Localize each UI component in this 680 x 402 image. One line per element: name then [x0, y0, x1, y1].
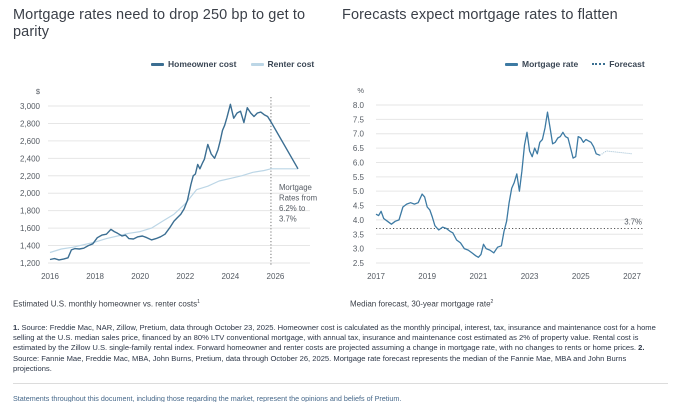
footnote-text: Source: Freddie Mac, NAR, Zillow, Pretiu…: [13, 323, 656, 353]
right-chart: % 2.5 3.0 3.5 4.0 4.5 5.0 5.5 6.0 6.5 7.0 7.5 8.0 201…: [353, 86, 643, 281]
forecast-swatch: [592, 62, 606, 66]
left-chart-title: Mortgage rates need to drop 250 bp to ge…: [13, 7, 306, 40]
y-tick-label: 2,800: [20, 119, 41, 128]
y-tick-label: 3.0: [353, 245, 365, 254]
annotation-text: Mortgage: [279, 183, 312, 192]
x-tick-label: 2020: [131, 272, 149, 281]
x-tick-label: 2016: [41, 272, 59, 281]
x-tick-label: 2019: [418, 272, 436, 281]
legend-item-homeowner: Homeowner cost: [151, 59, 237, 69]
left-chart-legend: Homeowner cost Renter cost: [151, 59, 314, 69]
right-chart-title: Forecasts expect mortgage rates to flatt…: [342, 7, 618, 23]
y-tick-label: 1,800: [20, 207, 41, 216]
legend-label: Mortgage rate: [522, 59, 579, 69]
x-tick-label: 2027: [623, 272, 641, 281]
legend-label: Homeowner cost: [168, 59, 237, 69]
y-tick-label: 6.5: [353, 144, 365, 153]
y-tick-label: 2,600: [20, 137, 41, 146]
x-tick-label: 2022: [176, 272, 194, 281]
reference-line-label: 3.7%: [624, 218, 642, 227]
legend-item-forecast: Forecast: [592, 59, 645, 69]
footnote-number: 2.: [638, 343, 645, 353]
left-chart-caption: Estimated U.S. monthly homeowner vs. ren…: [13, 299, 200, 309]
left-chart: $1,200 1,400 1,600 1,800 2,000 2,200 2,400 2,60…: [20, 87, 317, 281]
footnote-text: Source: Fannie Mae, Freddie Mac, MBA, Jo…: [13, 353, 627, 373]
right-chart-caption: Median forecast, 30-year mortgage rate2: [350, 299, 493, 309]
y-tick-label: 3,000: [20, 102, 41, 111]
y-tick-label: 5.0: [353, 187, 365, 196]
x-tick-label: 2021: [470, 272, 488, 281]
series-line-homeowner-cost: [49, 103, 299, 261]
x-tick-label: 2018: [86, 272, 104, 281]
x-tick-label: 2024: [221, 272, 239, 281]
y-tick-label: 3.5: [353, 230, 365, 239]
x-tick-label: 2017: [367, 272, 385, 281]
y-tick-label: 4.0: [353, 216, 365, 225]
legend-label: Forecast: [609, 59, 645, 69]
homeowner-swatch: [151, 62, 164, 66]
series-line-renter-cost: [49, 168, 298, 254]
legend-item-renter: Renter cost: [250, 59, 315, 69]
x-tick-label: 2026: [267, 272, 285, 281]
legend-label: Renter cost: [267, 59, 315, 69]
footnote-number: 1.: [13, 323, 20, 332]
y-tick-label: 5.5: [353, 173, 365, 182]
y-tick-label: 7.5: [353, 115, 365, 124]
annotation-text: Rates from: [279, 194, 317, 203]
disclaimer: Statements throughout this document, inc…: [13, 394, 402, 402]
y-tick-label: 1,600: [20, 224, 41, 233]
right-chart-legend: Mortgage rate Forecast: [505, 59, 645, 69]
divider: [13, 383, 668, 384]
y-tick-label: 1,400: [20, 242, 41, 251]
y-tick-label: 2.5: [353, 259, 365, 268]
y-tick-label: 4.5: [353, 202, 365, 211]
y-axis-unit-label: $: [36, 87, 41, 96]
annotation-text: 6.2% to: [279, 204, 306, 213]
y-axis-unit-label: %: [357, 86, 364, 95]
y-tick-label: 2,200: [20, 172, 41, 181]
renter-swatch: [250, 62, 264, 66]
y-tick-label: 6.0: [353, 158, 365, 167]
caption-text: Estimated U.S. monthly homeowner vs. ren…: [13, 299, 198, 309]
caption-footnote-ref: 1: [197, 299, 200, 305]
footnotes: 1. Source: Freddie Mac, NAR, Zillow, Pre…: [13, 323, 667, 374]
series-line-forecast: [599, 150, 633, 156]
caption-text: Median forecast, 30-year mortgage rate: [350, 299, 491, 309]
annotation-text: 3.7%: [279, 215, 297, 224]
x-tick-label: 2025: [572, 272, 590, 281]
series-line-mortgage-rate: [375, 111, 601, 258]
y-tick-label: 2,400: [20, 154, 41, 163]
mortgage-swatch: [505, 62, 518, 66]
y-tick-label: 1,200: [20, 259, 41, 268]
x-tick-label: 2023: [521, 272, 539, 281]
y-tick-label: 2,000: [20, 189, 41, 198]
y-tick-label: 7.0: [353, 130, 365, 139]
caption-footnote-ref: 2: [490, 299, 494, 305]
y-tick-label: 8.0: [353, 101, 365, 110]
legend-item-mortgage: Mortgage rate: [505, 59, 578, 69]
